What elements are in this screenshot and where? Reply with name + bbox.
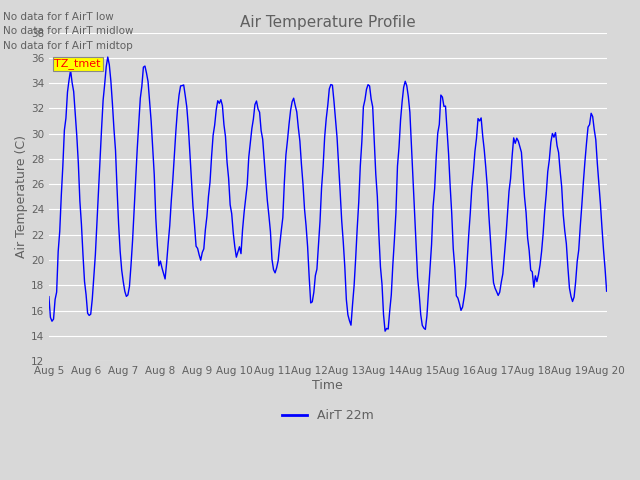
Text: TZ_tmet: TZ_tmet xyxy=(54,59,101,70)
X-axis label: Time: Time xyxy=(312,379,343,392)
Text: No data for f AirT midlow: No data for f AirT midlow xyxy=(3,26,134,36)
Text: No data for f AirT low: No data for f AirT low xyxy=(3,12,114,22)
Title: Air Temperature Profile: Air Temperature Profile xyxy=(240,15,415,30)
Y-axis label: Air Temperature (C): Air Temperature (C) xyxy=(15,135,28,258)
Text: No data for f AirT midtop: No data for f AirT midtop xyxy=(3,41,133,51)
Legend: AirT 22m: AirT 22m xyxy=(277,404,379,427)
